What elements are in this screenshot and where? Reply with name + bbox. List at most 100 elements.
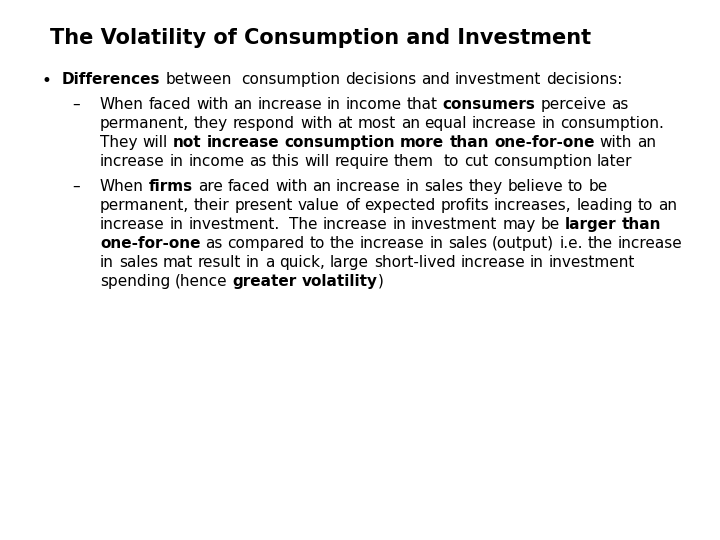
Text: than: than [621, 217, 661, 232]
Text: result: result [198, 255, 241, 270]
Text: as: as [611, 97, 629, 112]
Text: faced: faced [228, 179, 270, 194]
Text: decisions: decisions [346, 72, 417, 87]
Text: volatility: volatility [302, 274, 378, 289]
Text: increase: increase [336, 179, 401, 194]
Text: investment.: investment. [189, 217, 279, 232]
Text: quick,: quick, [279, 255, 325, 270]
Text: increase: increase [618, 236, 683, 251]
Text: an: an [658, 198, 677, 213]
Text: Differences: Differences [62, 72, 161, 87]
Text: increase: increase [360, 236, 425, 251]
Text: income: income [189, 154, 245, 169]
Text: profits: profits [441, 198, 489, 213]
Text: (output): (output) [492, 236, 554, 251]
Text: increase: increase [257, 97, 322, 112]
Text: respond: respond [233, 116, 295, 131]
Text: consumers: consumers [443, 97, 536, 112]
Text: investment: investment [455, 72, 541, 87]
Text: –: – [72, 97, 80, 112]
Text: in: in [430, 236, 444, 251]
Text: an: an [637, 135, 656, 150]
Text: an: an [233, 97, 253, 112]
Text: as: as [249, 154, 266, 169]
Text: may: may [503, 217, 536, 232]
Text: in: in [100, 255, 114, 270]
Text: compared: compared [228, 236, 305, 251]
Text: the: the [330, 236, 355, 251]
Text: sales: sales [449, 236, 487, 251]
Text: and: and [421, 72, 450, 87]
Text: that: that [407, 97, 438, 112]
Text: ): ) [378, 274, 384, 289]
Text: with: with [600, 135, 632, 150]
Text: to: to [638, 198, 653, 213]
Text: in: in [541, 116, 555, 131]
Text: increases,: increases, [494, 198, 572, 213]
Text: most: most [358, 116, 396, 131]
Text: decisions:: decisions: [546, 72, 623, 87]
Text: the: the [588, 236, 613, 251]
Text: present: present [235, 198, 293, 213]
Text: –: – [72, 179, 80, 194]
Text: to: to [444, 154, 459, 169]
Text: one-for-one: one-for-one [100, 236, 200, 251]
Text: than: than [449, 135, 489, 150]
Text: at: at [337, 116, 353, 131]
Text: in: in [530, 255, 544, 270]
Text: firms: firms [149, 179, 193, 194]
Text: later: later [597, 154, 632, 169]
Text: greater: greater [233, 274, 297, 289]
Text: one-for-one: one-for-one [494, 135, 595, 150]
Text: them: them [394, 154, 434, 169]
Text: increase: increase [207, 135, 279, 150]
Text: increase: increase [472, 116, 536, 131]
Text: this: this [271, 154, 300, 169]
Text: believe: believe [508, 179, 563, 194]
Text: an: an [400, 116, 420, 131]
Text: sales: sales [119, 255, 158, 270]
Text: consumption: consumption [284, 135, 395, 150]
Text: in: in [246, 255, 260, 270]
Text: large: large [330, 255, 369, 270]
Text: When: When [100, 179, 144, 194]
Text: are: are [198, 179, 222, 194]
Text: sales: sales [424, 179, 464, 194]
Text: increase: increase [100, 154, 165, 169]
Text: be: be [588, 179, 608, 194]
Text: increase: increase [323, 217, 387, 232]
Text: in: in [170, 217, 184, 232]
Text: •: • [42, 72, 52, 90]
Text: cut: cut [464, 154, 488, 169]
Text: a: a [265, 255, 274, 270]
Text: investment: investment [411, 217, 498, 232]
Text: income: income [346, 97, 402, 112]
Text: i.e.: i.e. [559, 236, 582, 251]
Text: will: will [305, 154, 330, 169]
Text: increase: increase [460, 255, 525, 270]
Text: in: in [170, 154, 184, 169]
Text: They: They [100, 135, 138, 150]
Text: consumption: consumption [493, 154, 592, 169]
Text: of: of [345, 198, 359, 213]
Text: they: they [194, 116, 228, 131]
Text: perceive: perceive [540, 97, 606, 112]
Text: with: with [196, 97, 228, 112]
Text: as: as [205, 236, 222, 251]
Text: in: in [405, 179, 420, 194]
Text: to: to [568, 179, 583, 194]
Text: mat: mat [163, 255, 193, 270]
Text: more: more [400, 135, 444, 150]
Text: expected: expected [364, 198, 436, 213]
Text: The: The [289, 217, 318, 232]
Text: short-lived: short-lived [374, 255, 455, 270]
Text: consumption: consumption [241, 72, 341, 87]
Text: The Volatility of Consumption and Investment: The Volatility of Consumption and Invest… [50, 28, 591, 48]
Text: be: be [541, 217, 559, 232]
Text: investment: investment [549, 255, 635, 270]
Text: not: not [173, 135, 201, 150]
Text: between: between [166, 72, 232, 87]
Text: (hence: (hence [175, 274, 228, 289]
Text: leading: leading [577, 198, 633, 213]
Text: equal: equal [425, 116, 467, 131]
